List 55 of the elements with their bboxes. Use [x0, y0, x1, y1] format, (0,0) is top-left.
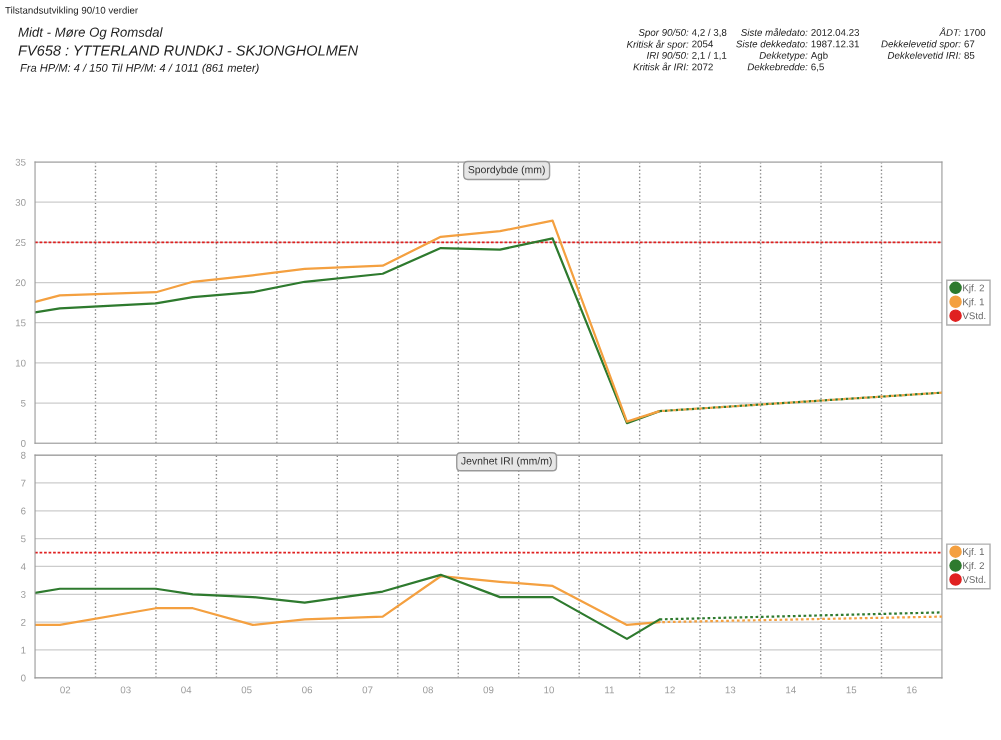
x-tick-label: 02	[60, 686, 71, 694]
y-tick-label: 35	[15, 158, 26, 166]
y-tick-label: 0	[20, 439, 26, 447]
text: Dekketype: Agb	[759, 51, 828, 61]
y-tick-label: 25	[15, 239, 26, 247]
x-tick-label: 13	[725, 686, 736, 694]
legend-label: Kjf. 1	[963, 548, 985, 558]
y-tick-label: 5	[20, 399, 26, 407]
x-tick-label: 16	[907, 686, 917, 694]
legend-label: Kjf. 2	[963, 284, 985, 294]
y-tick-label: 10	[15, 359, 26, 367]
text: Midt - Møre Og Romsdal	[18, 27, 163, 40]
text: Fra HP/M: 4 / 150 Til HP/M: 4 / 1011 (861 meter)	[20, 63, 259, 74]
text: Siste dekkedato: 1987.12.31	[736, 40, 859, 48]
y-tick-label: 0	[20, 674, 26, 682]
y-tick-label: 20	[15, 279, 26, 287]
legend-label: VStd.	[962, 312, 986, 320]
text: IRI 90/50: 2,1 / 1,1	[646, 51, 727, 60]
text: Dekkebredde: 6,5	[747, 63, 824, 72]
chart-title: Jevnhet IRI (mm/m)	[461, 456, 552, 467]
legend-label: Kjf. 1	[963, 298, 985, 308]
y-tick-label: 3	[20, 591, 26, 598]
text: Dekkelevetid IRI: 85	[887, 51, 975, 59]
y-tick-label: 6	[21, 507, 26, 515]
x-tick-label: 15	[846, 686, 857, 694]
text: Dekkelevetid spor: 67	[881, 40, 975, 50]
text: ÅDT: 1700	[939, 27, 986, 36]
x-tick-label: 09	[483, 686, 494, 694]
legend-label: Kjf. 2	[963, 561, 985, 571]
x-tick-label: 03	[120, 686, 131, 694]
text: Kritisk år IRI: 2072	[633, 62, 713, 71]
x-tick-label: 14	[786, 686, 796, 694]
chart-title: Spordybde (mm)	[468, 165, 545, 176]
text: Kritisk år spor: 2054	[626, 39, 714, 50]
x-tick-label: 04	[181, 686, 192, 694]
text: Spor 90/50: 4,2 / 3,8	[638, 28, 727, 38]
text: Tilstandsutvikling 90/10 verdier	[5, 6, 138, 16]
x-tick-label: 10	[544, 686, 554, 694]
y-tick-label: 4	[20, 563, 26, 570]
y-tick-label: 1	[21, 646, 26, 654]
x-tick-label: 12	[665, 686, 675, 694]
x-tick-label: 07	[362, 686, 373, 694]
y-tick-label: 8	[21, 451, 26, 459]
x-tick-label: 11	[605, 686, 614, 694]
y-tick-label: 7	[21, 479, 26, 487]
x-tick-label: 06	[302, 686, 313, 694]
x-tick-label: 08	[423, 686, 434, 694]
y-tick-label: 15	[15, 319, 26, 327]
legend-label: VStd.	[962, 575, 986, 583]
y-tick-label: 2	[21, 618, 26, 626]
text: Siste måledato: 2012.04.23	[741, 27, 860, 36]
text: FV658 : YTTERLAND RUNDKJ - SKJONGHOLMEN	[18, 45, 359, 56]
x-tick-label: 05	[241, 686, 252, 694]
y-tick-label: 5	[20, 535, 26, 543]
y-tick-label: 30	[15, 198, 26, 206]
